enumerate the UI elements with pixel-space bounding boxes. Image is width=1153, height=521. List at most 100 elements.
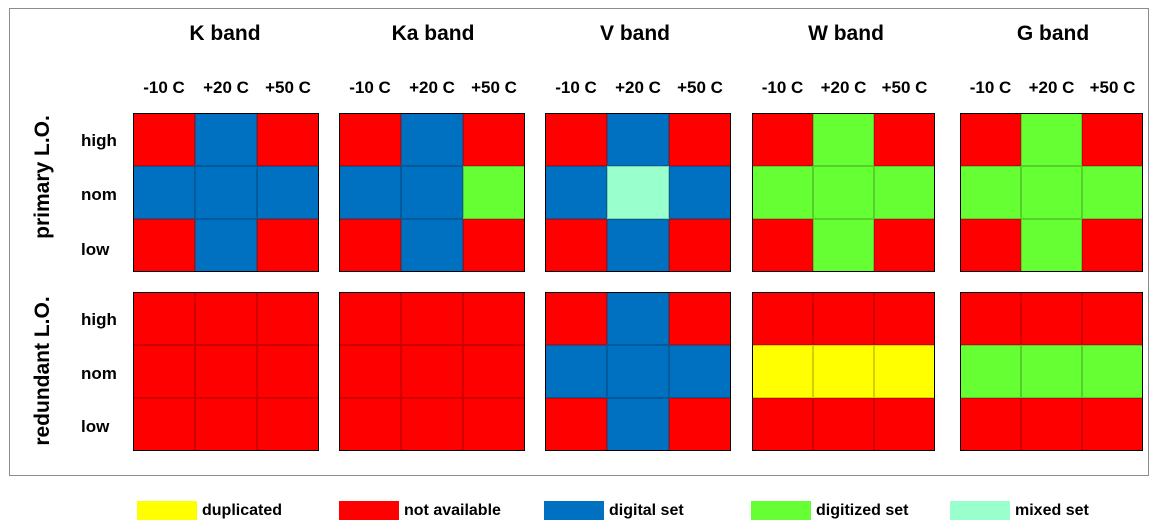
cell-primary-k-low-0 — [133, 219, 195, 272]
level-label-high-redundant: high — [81, 310, 117, 329]
legend-label-mixed-set: mixed set — [1015, 502, 1089, 519]
temperature-label-w-1: +20 C — [820, 78, 867, 97]
cell-redundant-ka-nom-1 — [401, 345, 463, 398]
cell-redundant-k-low-1 — [195, 398, 257, 451]
temperature-label-ka-2: +50 C — [471, 78, 517, 97]
cell-primary-g-nom-1 — [1021, 166, 1082, 219]
cell-redundant-ka-low-0 — [339, 398, 401, 451]
cell-redundant-k-nom-1 — [195, 345, 257, 398]
cell-redundant-k-high-0 — [133, 292, 195, 345]
cell-redundant-v-high-0 — [545, 292, 607, 345]
cell-redundant-k-low-2 — [257, 398, 319, 451]
cell-redundant-g-high-1 — [1021, 292, 1082, 345]
cell-primary-g-high-1 — [1021, 113, 1082, 166]
cell-primary-g-nom-2 — [1082, 166, 1143, 219]
cell-primary-v-high-1 — [607, 113, 669, 166]
cell-redundant-g-nom-0 — [960, 345, 1021, 398]
legend-swatch-mixed-set — [950, 501, 1010, 520]
level-label-high-primary: high — [81, 131, 117, 150]
cell-redundant-k-nom-2 — [257, 345, 319, 398]
cell-redundant-v-high-2 — [669, 292, 731, 345]
cell-redundant-k-high-2 — [257, 292, 319, 345]
temperature-label-g-2: +50 C — [1089, 78, 1136, 97]
legend-swatch-duplicated — [137, 501, 197, 520]
cell-primary-w-high-1 — [813, 113, 874, 166]
cell-primary-v-nom-1 — [607, 166, 669, 219]
band-title-v: V band — [599, 22, 670, 45]
temperature-label-g-0: -10 C — [969, 78, 1012, 97]
cell-redundant-g-nom-1 — [1021, 345, 1082, 398]
cell-primary-g-high-0 — [960, 113, 1021, 166]
cell-redundant-g-high-0 — [960, 292, 1021, 345]
cell-primary-k-low-2 — [257, 219, 319, 272]
cell-primary-ka-low-0 — [339, 219, 401, 272]
cell-redundant-k-low-0 — [133, 398, 195, 451]
cell-redundant-v-high-1 — [607, 292, 669, 345]
cell-primary-w-nom-0 — [752, 166, 813, 219]
cell-redundant-v-low-0 — [545, 398, 607, 451]
cell-primary-ka-low-2 — [463, 219, 525, 272]
cell-primary-v-low-0 — [545, 219, 607, 272]
band-title-g: G band — [1016, 22, 1090, 45]
cell-primary-w-low-0 — [752, 219, 813, 272]
cell-primary-ka-nom-0 — [339, 166, 401, 219]
cell-redundant-ka-high-1 — [401, 292, 463, 345]
cell-primary-g-nom-0 — [960, 166, 1021, 219]
cell-primary-w-high-0 — [752, 113, 813, 166]
cell-redundant-ka-nom-0 — [339, 345, 401, 398]
temperature-label-k-2: +50 C — [265, 78, 311, 97]
legend-label-not-available: not available — [404, 502, 501, 519]
band-title-k: K band — [189, 22, 261, 45]
level-label-low-redundant: low — [81, 417, 110, 436]
temperature-label-k-0: -10 C — [143, 78, 185, 97]
legend-swatch-digital-set — [544, 501, 604, 520]
cell-primary-v-nom-0 — [545, 166, 607, 219]
cell-primary-w-low-1 — [813, 219, 874, 272]
cell-primary-g-low-0 — [960, 219, 1021, 272]
legend-label-digitized-set: digitized set — [816, 502, 909, 519]
band-title-w: W band — [808, 22, 884, 45]
cell-primary-k-high-1 — [195, 113, 257, 166]
cell-primary-w-nom-1 — [813, 166, 874, 219]
legend-swatch-not-available — [339, 501, 399, 520]
legend-label-digital-set: digital set — [609, 502, 684, 519]
temperature-label-ka-1: +20 C — [409, 78, 455, 97]
cell-primary-v-high-2 — [669, 113, 731, 166]
cell-redundant-w-nom-1 — [813, 345, 874, 398]
cell-redundant-w-high-2 — [874, 292, 935, 345]
cell-redundant-w-nom-2 — [874, 345, 935, 398]
cell-primary-ka-high-1 — [401, 113, 463, 166]
temperature-label-v-0: -10 C — [555, 78, 597, 97]
level-label-nom-redundant: nom — [81, 364, 117, 383]
cell-redundant-k-high-1 — [195, 292, 257, 345]
availability-grid — [133, 113, 1143, 451]
cell-redundant-w-high-0 — [752, 292, 813, 345]
cell-redundant-v-low-2 — [669, 398, 731, 451]
cell-redundant-ka-low-2 — [463, 398, 525, 451]
cell-primary-v-high-0 — [545, 113, 607, 166]
cell-redundant-g-nom-2 — [1082, 345, 1143, 398]
cell-primary-v-nom-2 — [669, 166, 731, 219]
cell-redundant-g-low-2 — [1082, 398, 1143, 451]
cell-redundant-w-low-0 — [752, 398, 813, 451]
cell-redundant-ka-low-1 — [401, 398, 463, 451]
cell-primary-v-low-2 — [669, 219, 731, 272]
cell-redundant-ka-nom-2 — [463, 345, 525, 398]
cell-primary-k-high-0 — [133, 113, 195, 166]
cell-primary-ka-nom-2 — [463, 166, 525, 219]
cell-primary-k-nom-2 — [257, 166, 319, 219]
cell-redundant-ka-high-0 — [339, 292, 401, 345]
cell-redundant-g-low-0 — [960, 398, 1021, 451]
cell-primary-k-low-1 — [195, 219, 257, 272]
cell-redundant-v-nom-2 — [669, 345, 731, 398]
cell-redundant-w-low-2 — [874, 398, 935, 451]
cell-redundant-v-low-1 — [607, 398, 669, 451]
temperature-label-v-2: +50 C — [677, 78, 723, 97]
cell-primary-ka-high-0 — [339, 113, 401, 166]
cell-primary-g-high-2 — [1082, 113, 1143, 166]
cell-primary-w-low-2 — [874, 219, 935, 272]
legend-swatch-digitized-set — [751, 501, 811, 520]
cell-primary-w-high-2 — [874, 113, 935, 166]
cell-primary-v-low-1 — [607, 219, 669, 272]
cell-redundant-w-low-1 — [813, 398, 874, 451]
